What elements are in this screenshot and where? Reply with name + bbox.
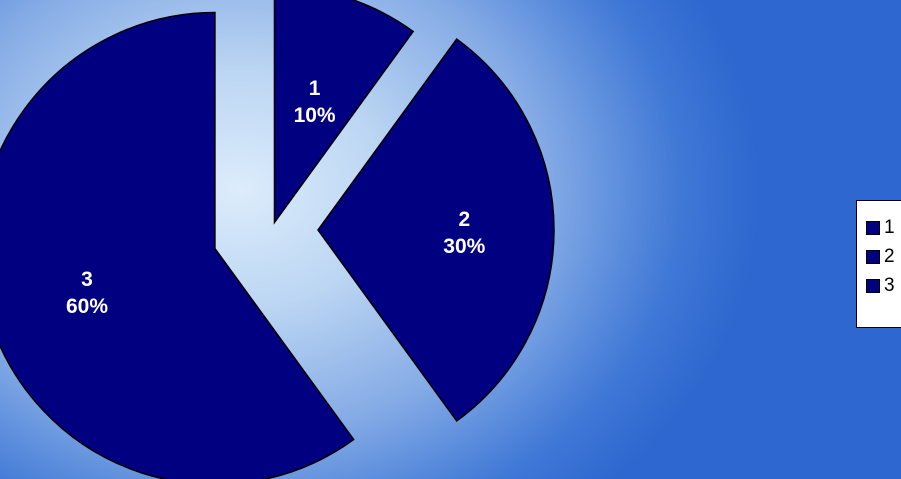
data-label-category-3: 3 bbox=[81, 268, 93, 291]
pie-slice-2 bbox=[317, 38, 555, 422]
legend-swatch-1 bbox=[866, 220, 880, 235]
legend-item-2: 2 bbox=[857, 243, 901, 270]
legend-item-3: 3 bbox=[857, 272, 901, 299]
legend-swatch-2 bbox=[866, 249, 880, 264]
legend: 1 2 3 bbox=[856, 200, 901, 328]
data-label-percent-2: 30% bbox=[443, 235, 485, 258]
pie-slice-1 bbox=[273, 0, 415, 225]
legend-item-1: 1 bbox=[857, 214, 901, 241]
pie-slice-3 bbox=[0, 11, 355, 479]
data-label-1: 1 10% bbox=[294, 77, 336, 127]
legend-swatch-3 bbox=[866, 278, 880, 293]
legend-label-2: 2 bbox=[884, 245, 895, 267]
data-label-percent-3: 60% bbox=[66, 295, 108, 318]
data-label-category-1: 1 bbox=[309, 77, 321, 100]
legend-label-1: 1 bbox=[884, 216, 895, 238]
legend-label-3: 3 bbox=[884, 274, 895, 296]
data-label-percent-1: 10% bbox=[294, 104, 336, 127]
data-label-category-2: 2 bbox=[458, 208, 470, 231]
data-label-2: 2 30% bbox=[443, 208, 485, 258]
data-label-3: 3 60% bbox=[66, 268, 108, 318]
